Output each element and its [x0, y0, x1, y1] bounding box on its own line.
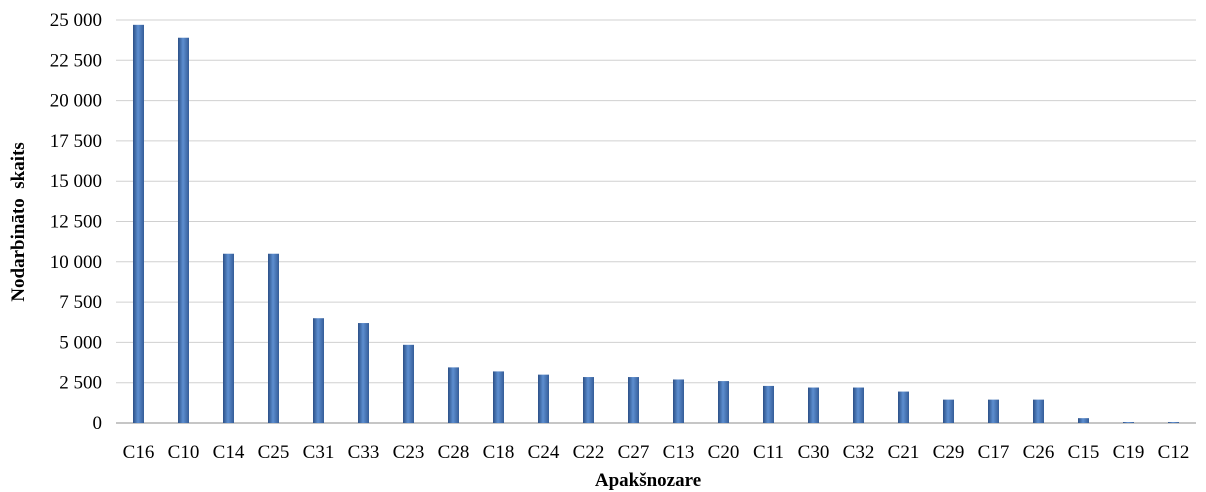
bar-C10 [178, 37, 189, 424]
bar-C16 [133, 24, 144, 424]
x-tick-label: C30 [798, 442, 830, 463]
bar-C18 [493, 371, 504, 423]
y-tick-label: 10 000 [50, 252, 102, 273]
bar-C19 [1123, 422, 1134, 423]
gridlines [116, 19, 1196, 424]
x-tick-label: C18 [483, 442, 515, 463]
bar-C11 [763, 385, 774, 423]
bar-C13 [673, 379, 684, 423]
bar-C20 [718, 381, 729, 423]
bar-C28 [448, 367, 459, 423]
bar-C27 [628, 377, 639, 423]
bar-C12 [1168, 422, 1179, 423]
bar-C29 [943, 399, 954, 423]
x-tick-label: C28 [438, 442, 470, 463]
x-tick-label: C11 [753, 442, 784, 463]
bars [133, 24, 1179, 424]
x-tick-label: C12 [1158, 442, 1190, 463]
x-tick-label: C14 [213, 442, 245, 463]
y-axis-title: Nodarbināto skaits [8, 142, 29, 301]
bar-C32 [853, 387, 864, 423]
y-tick-label: 12 500 [50, 212, 102, 233]
x-tick-label: C29 [933, 442, 965, 463]
x-tick-label: C33 [348, 442, 380, 463]
bar-C30 [808, 387, 819, 423]
y-tick-label: 0 [93, 413, 103, 434]
y-tick-label: 25 000 [50, 10, 102, 31]
y-tick-label: 22 500 [50, 50, 102, 71]
y-tick-label: 17 500 [50, 131, 102, 152]
x-tick-label: C19 [1113, 442, 1145, 463]
bar-C21 [898, 391, 909, 423]
bar-C17 [988, 399, 999, 423]
x-tick-label: C22 [573, 442, 605, 463]
bar-C24 [538, 374, 549, 423]
y-tick-label: 5 000 [59, 332, 102, 353]
y-tick-label: 2 500 [59, 373, 102, 394]
x-tick-label: C21 [888, 442, 920, 463]
y-tick-label: 7 500 [59, 292, 102, 313]
x-tick-label: C32 [843, 442, 875, 463]
bar-C22 [583, 377, 594, 423]
bar-C14 [223, 253, 234, 423]
x-tick-label: C10 [168, 442, 200, 463]
x-tick-label: C27 [618, 442, 650, 463]
bar-C23 [403, 344, 414, 423]
y-axis-ticks: 0 2 500 5 000 7 500 10 000 12 500 15 000 17 500… [50, 10, 102, 434]
x-tick-label: C15 [1068, 442, 1100, 463]
x-tick-label: C16 [123, 442, 155, 463]
x-tick-label: C17 [978, 442, 1010, 463]
x-tick-label: C20 [708, 442, 740, 463]
bar-C15 [1078, 418, 1089, 423]
bar-C31 [313, 318, 324, 423]
x-tick-label: C23 [393, 442, 425, 463]
x-tick-label: C26 [1023, 442, 1055, 463]
x-axis-title: Apakšnozare [595, 470, 701, 491]
bar-C25 [268, 253, 279, 423]
y-tick-label: 20 000 [50, 91, 102, 112]
x-tick-label: C25 [258, 442, 290, 463]
x-tick-label: C31 [303, 442, 335, 463]
x-tick-label: C24 [528, 442, 560, 463]
y-tick-label: 15 000 [50, 171, 102, 192]
bar-C26 [1033, 399, 1044, 423]
bar-C33 [358, 323, 369, 423]
x-axis-ticks: C16 C10 C14 C25 C31 C33 C23 C28 C18 C24 C22 C27 C13 C… [123, 442, 1190, 463]
x-tick-label: C13 [663, 442, 695, 463]
